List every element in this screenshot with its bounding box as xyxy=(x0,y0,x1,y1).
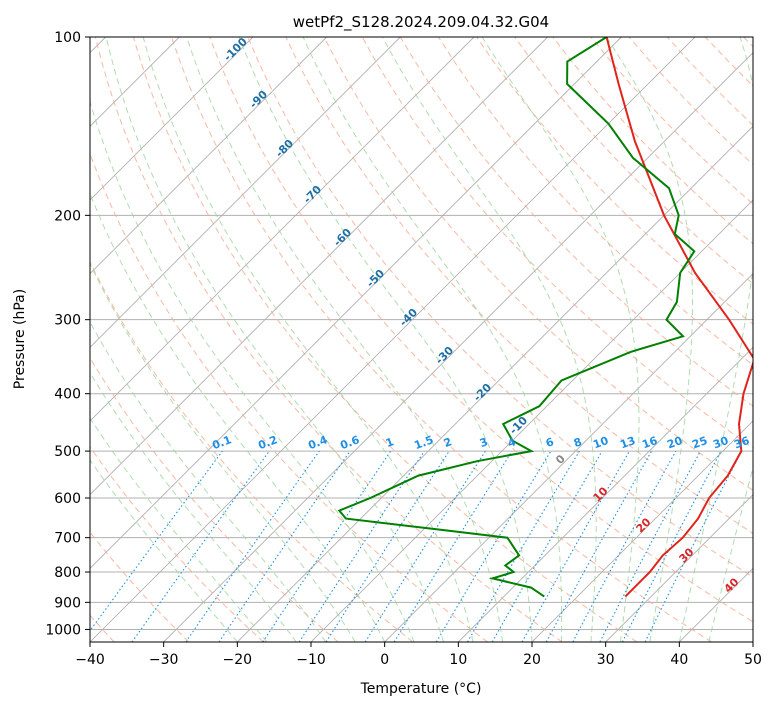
chart-title: wetPf2_S128.2024.209.04.32.G04 xyxy=(293,13,549,32)
y-tick-label: 100 xyxy=(54,30,81,46)
y-tick-label: 800 xyxy=(54,565,81,581)
y-tick-label: 900 xyxy=(54,595,81,611)
y-tick-label: 1000 xyxy=(45,622,81,638)
x-tick-label: 50 xyxy=(744,652,762,668)
y-tick-label: 700 xyxy=(54,531,81,547)
x-axis-label: Temperature (°C) xyxy=(360,681,482,697)
x-tick-label: 10 xyxy=(449,652,467,668)
x-tick-label: 40 xyxy=(670,652,688,668)
y-tick-label: 400 xyxy=(54,387,81,403)
y-tick-label: 200 xyxy=(54,208,81,224)
y-axis-label: Pressure (hPa) xyxy=(12,289,28,389)
y-tick-label: 600 xyxy=(54,491,81,507)
x-tick-label: −40 xyxy=(75,652,105,668)
y-tick-label: 300 xyxy=(54,313,81,329)
x-tick-label: 30 xyxy=(597,652,615,668)
x-tick-label: −10 xyxy=(296,652,326,668)
x-tick-label: −30 xyxy=(149,652,179,668)
x-tick-label: 0 xyxy=(380,652,389,668)
y-tick-label: 500 xyxy=(54,444,81,460)
x-tick-label: −20 xyxy=(223,652,253,668)
x-tick-label: 20 xyxy=(523,652,541,668)
